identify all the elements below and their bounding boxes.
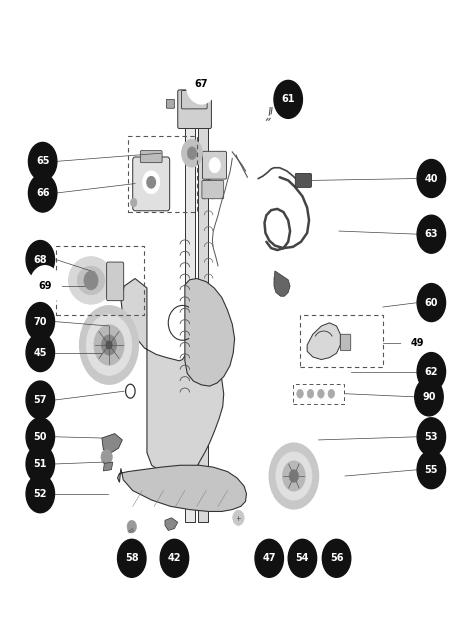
Circle shape (255, 539, 283, 577)
Text: 58: 58 (125, 553, 138, 563)
Circle shape (289, 470, 299, 482)
Text: 57: 57 (34, 395, 47, 405)
Circle shape (269, 443, 319, 509)
Circle shape (417, 215, 446, 253)
Polygon shape (118, 465, 246, 511)
Circle shape (30, 266, 60, 306)
Circle shape (26, 445, 55, 483)
Circle shape (94, 325, 124, 365)
Text: 66: 66 (36, 188, 49, 198)
Circle shape (288, 539, 317, 577)
Circle shape (328, 389, 335, 398)
Text: 49: 49 (410, 338, 424, 348)
Text: 50: 50 (34, 432, 47, 442)
Text: 42: 42 (168, 553, 181, 563)
Circle shape (187, 147, 197, 160)
Circle shape (147, 177, 155, 188)
Circle shape (106, 341, 112, 349)
Circle shape (26, 334, 55, 372)
Text: 60: 60 (425, 298, 438, 308)
FancyBboxPatch shape (295, 173, 311, 187)
Circle shape (143, 171, 160, 194)
FancyBboxPatch shape (191, 90, 202, 96)
Text: 56: 56 (330, 553, 343, 563)
Text: 69: 69 (38, 281, 52, 291)
Polygon shape (185, 279, 235, 386)
Ellipse shape (68, 257, 113, 304)
Circle shape (417, 284, 446, 322)
Text: 40: 40 (425, 173, 438, 184)
Circle shape (283, 461, 305, 491)
Circle shape (101, 335, 117, 355)
Circle shape (118, 539, 146, 577)
Circle shape (415, 378, 443, 416)
Circle shape (127, 520, 137, 533)
Polygon shape (307, 323, 340, 360)
Circle shape (209, 158, 220, 173)
Circle shape (417, 418, 446, 456)
Circle shape (417, 451, 446, 489)
Ellipse shape (77, 266, 105, 295)
Circle shape (26, 475, 55, 513)
FancyBboxPatch shape (166, 99, 174, 108)
Polygon shape (165, 518, 178, 530)
Text: 47: 47 (263, 553, 276, 563)
Text: 45: 45 (34, 348, 47, 358)
Circle shape (26, 418, 55, 456)
Circle shape (417, 353, 446, 391)
Circle shape (28, 174, 57, 212)
Circle shape (130, 198, 137, 207)
Text: 67: 67 (195, 78, 208, 89)
FancyBboxPatch shape (202, 151, 227, 179)
Text: 53: 53 (425, 432, 438, 442)
FancyBboxPatch shape (178, 90, 211, 128)
FancyBboxPatch shape (133, 157, 170, 211)
Circle shape (402, 323, 432, 363)
Text: 90: 90 (422, 392, 436, 402)
Circle shape (86, 315, 132, 375)
Circle shape (417, 160, 446, 197)
Circle shape (182, 139, 202, 167)
Ellipse shape (323, 484, 338, 510)
FancyBboxPatch shape (107, 262, 124, 301)
Circle shape (186, 63, 217, 104)
Polygon shape (103, 462, 113, 471)
FancyBboxPatch shape (182, 91, 207, 109)
Text: 63: 63 (425, 229, 438, 239)
Circle shape (274, 80, 302, 118)
Circle shape (233, 510, 244, 525)
Circle shape (101, 449, 112, 465)
Text: 61: 61 (282, 94, 295, 104)
FancyBboxPatch shape (140, 151, 162, 163)
Circle shape (28, 142, 57, 180)
Circle shape (160, 539, 189, 577)
Text: 55: 55 (425, 465, 438, 475)
Text: 68: 68 (34, 254, 47, 265)
FancyBboxPatch shape (340, 334, 351, 351)
Circle shape (276, 452, 312, 500)
FancyBboxPatch shape (198, 117, 208, 522)
Text: 70: 70 (34, 316, 47, 327)
Circle shape (26, 241, 55, 279)
Polygon shape (121, 279, 224, 476)
Circle shape (84, 271, 98, 290)
Circle shape (26, 381, 55, 419)
Polygon shape (102, 434, 122, 453)
Circle shape (307, 389, 314, 398)
Circle shape (26, 303, 55, 341)
Text: 62: 62 (425, 367, 438, 377)
Text: 54: 54 (296, 553, 309, 563)
Circle shape (322, 539, 351, 577)
FancyBboxPatch shape (202, 180, 224, 199)
Text: 65: 65 (36, 156, 49, 166)
Text: 51: 51 (34, 459, 47, 469)
Circle shape (80, 306, 138, 384)
Circle shape (318, 389, 324, 398)
FancyBboxPatch shape (185, 117, 195, 522)
Circle shape (297, 389, 303, 398)
Text: 52: 52 (34, 489, 47, 499)
Polygon shape (274, 271, 290, 296)
